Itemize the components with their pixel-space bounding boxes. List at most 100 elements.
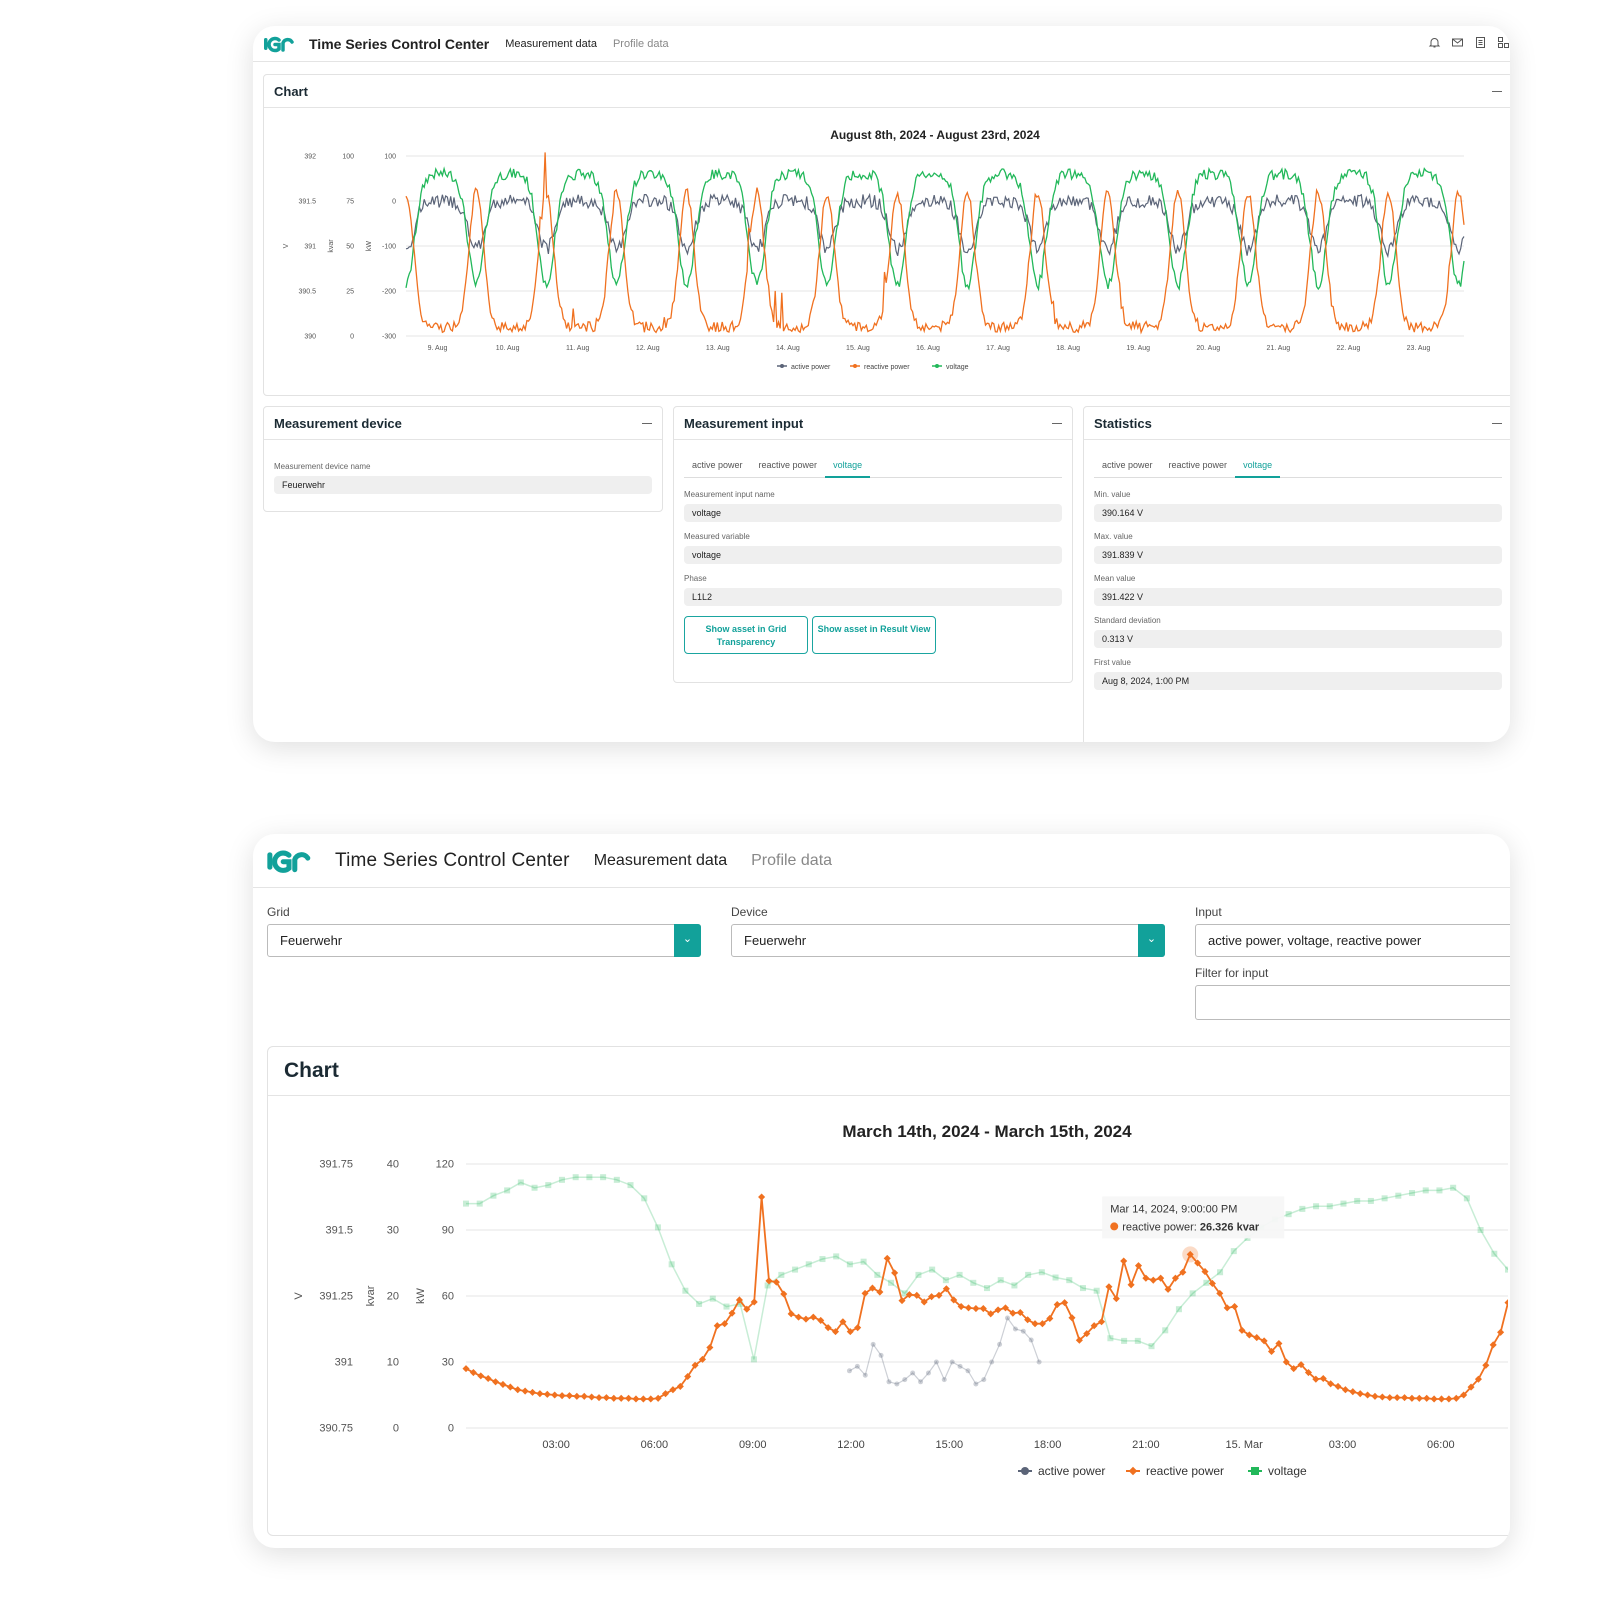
bell-icon[interactable] <box>1428 36 1441 49</box>
stat-value: Aug 8, 2024, 1:00 PM <box>1094 672 1502 690</box>
tab-reactive-power[interactable]: reactive power <box>1168 459 1228 470</box>
data-point-voltage <box>1011 1282 1018 1289</box>
collapse-icon[interactable] <box>1492 422 1502 424</box>
x-tick-label: 16. Aug <box>916 345 940 352</box>
data-point-voltage <box>997 1277 1004 1284</box>
data-point-reactive-power <box>824 1324 832 1332</box>
data-point-voltage <box>600 1174 607 1181</box>
data-point-voltage <box>668 1261 675 1268</box>
chevron-down-icon[interactable]: ⌄ <box>1138 924 1165 957</box>
data-point-reactive-power <box>920 1298 928 1306</box>
nav-measurement-data[interactable]: Measurement data <box>505 37 597 50</box>
data-point-voltage <box>805 1261 812 1268</box>
filter-input[interactable] <box>1195 985 1510 1020</box>
data-point-reactive-power <box>758 1193 766 1201</box>
x-tick-label: 19. Aug <box>1126 345 1150 352</box>
app-logo[interactable] <box>265 848 313 874</box>
data-point-reactive-power <box>588 1393 596 1401</box>
device-select[interactable]: Feuerwehr ⌄ <box>731 924 1165 957</box>
y-tick-label: 391.75 <box>319 1159 353 1171</box>
data-point-voltage <box>874 1271 881 1278</box>
data-point-voltage <box>572 1174 579 1181</box>
document-icon[interactable] <box>1474 36 1487 49</box>
data-point-voltage <box>1079 1285 1086 1292</box>
y-axis-label: V <box>293 1292 305 1300</box>
grid-select[interactable]: Feuerwehr ⌄ <box>267 924 701 957</box>
tab-active-power[interactable]: active power <box>692 459 743 470</box>
tab-voltage[interactable]: voltage <box>825 452 871 478</box>
stat-label: Mean value <box>1094 574 1136 583</box>
data-point-voltage <box>1299 1205 1306 1212</box>
data-point-voltage <box>1203 1279 1210 1286</box>
legend-marker <box>1128 1466 1138 1476</box>
legend-marker <box>1251 1467 1259 1475</box>
data-point-voltage <box>1313 1203 1320 1210</box>
x-tick-label: 15. Mar <box>1226 1439 1264 1451</box>
app-logo[interactable] <box>263 35 295 53</box>
data-point-active-power <box>1028 1337 1034 1343</box>
data-point-active-power <box>1004 1315 1010 1321</box>
data-point-reactive-power <box>1430 1395 1438 1403</box>
nav-profile-data[interactable]: Profile data <box>751 851 833 869</box>
collapse-icon[interactable] <box>642 422 652 424</box>
data-point-active-power <box>933 1359 939 1365</box>
y-tick-label: 392 <box>304 153 316 160</box>
input-multiselect[interactable]: active power, voltage, reactive power <box>1195 924 1510 957</box>
legend-label: reactive power <box>1146 1464 1224 1478</box>
x-tick-label: 17. Aug <box>986 345 1010 352</box>
data-point-voltage <box>641 1195 648 1202</box>
data-point-voltage <box>860 1258 867 1265</box>
y-axis-label: V <box>283 243 290 248</box>
legend-marker <box>780 364 784 368</box>
data-point-reactive-power <box>1504 1299 1508 1307</box>
nav-profile-data[interactable]: Profile data <box>612 37 669 50</box>
data-point-active-power <box>949 1359 955 1365</box>
mail-icon[interactable] <box>1451 36 1464 49</box>
tab-voltage[interactable]: voltage <box>1235 452 1281 478</box>
data-point-reactive-power <box>1142 1274 1150 1282</box>
x-tick-label: 03:00 <box>542 1439 570 1451</box>
y-axis-label: kvar <box>328 239 335 253</box>
data-point-reactive-power <box>868 1284 876 1292</box>
data-point-reactive-power <box>1223 1304 1231 1312</box>
collapse-icon[interactable] <box>1052 422 1062 424</box>
data-point-voltage <box>1463 1195 1470 1202</box>
legend-label: voltage <box>1268 1464 1307 1478</box>
y-tick-label: 0 <box>393 1423 399 1435</box>
data-point-reactive-power <box>905 1291 913 1299</box>
chart-title: March 14th, 2024 - March 15th, 2024 <box>842 1122 1132 1141</box>
chevron-down-icon[interactable]: ⌄ <box>674 924 701 957</box>
show-in-result-view-button[interactable]: Show asset in Result View <box>812 616 936 654</box>
data-point-voltage <box>558 1176 565 1183</box>
data-point-reactive-power <box>1334 1382 1342 1390</box>
collapse-icon[interactable] <box>1492 90 1502 92</box>
data-point-voltage <box>901 1290 908 1297</box>
data-point-voltage <box>531 1184 538 1191</box>
data-point-reactive-power <box>743 1305 751 1313</box>
data-point-reactive-power <box>625 1394 633 1402</box>
data-point-reactive-power <box>891 1269 899 1277</box>
y-tick-label: 30 <box>442 1357 454 1369</box>
apps-icon[interactable] <box>1497 36 1510 49</box>
x-tick-label: 18. Aug <box>1056 345 1080 352</box>
data-point-reactive-power <box>1068 1314 1076 1322</box>
data-point-reactive-power <box>1157 1274 1165 1282</box>
data-point-voltage <box>627 1182 634 1189</box>
x-tick-label: 15. Aug <box>846 345 870 352</box>
tab-reactive-power[interactable]: reactive power <box>758 459 818 470</box>
series-line-active-power <box>849 1316 1040 1385</box>
filter-label: Filter for input <box>1195 966 1269 980</box>
data-point-reactive-power <box>462 1365 470 1373</box>
measurement-device-panel: Measurement device Measurement device na… <box>263 406 663 512</box>
data-point-voltage <box>1025 1271 1032 1278</box>
tab-active-power[interactable]: active power <box>1102 459 1153 470</box>
data-point-voltage <box>1340 1200 1347 1207</box>
legend-marker <box>853 364 857 368</box>
y-tick-label: 0 <box>350 333 354 340</box>
data-point-voltage <box>723 1303 730 1310</box>
data-point-voltage <box>764 1282 771 1289</box>
nav-measurement-data[interactable]: Measurement data <box>593 851 728 869</box>
show-in-grid-transparency-button[interactable]: Show asset in Grid Transparency <box>684 616 808 654</box>
data-point-voltage <box>1093 1287 1100 1294</box>
data-point-reactive-power <box>994 1306 1002 1314</box>
